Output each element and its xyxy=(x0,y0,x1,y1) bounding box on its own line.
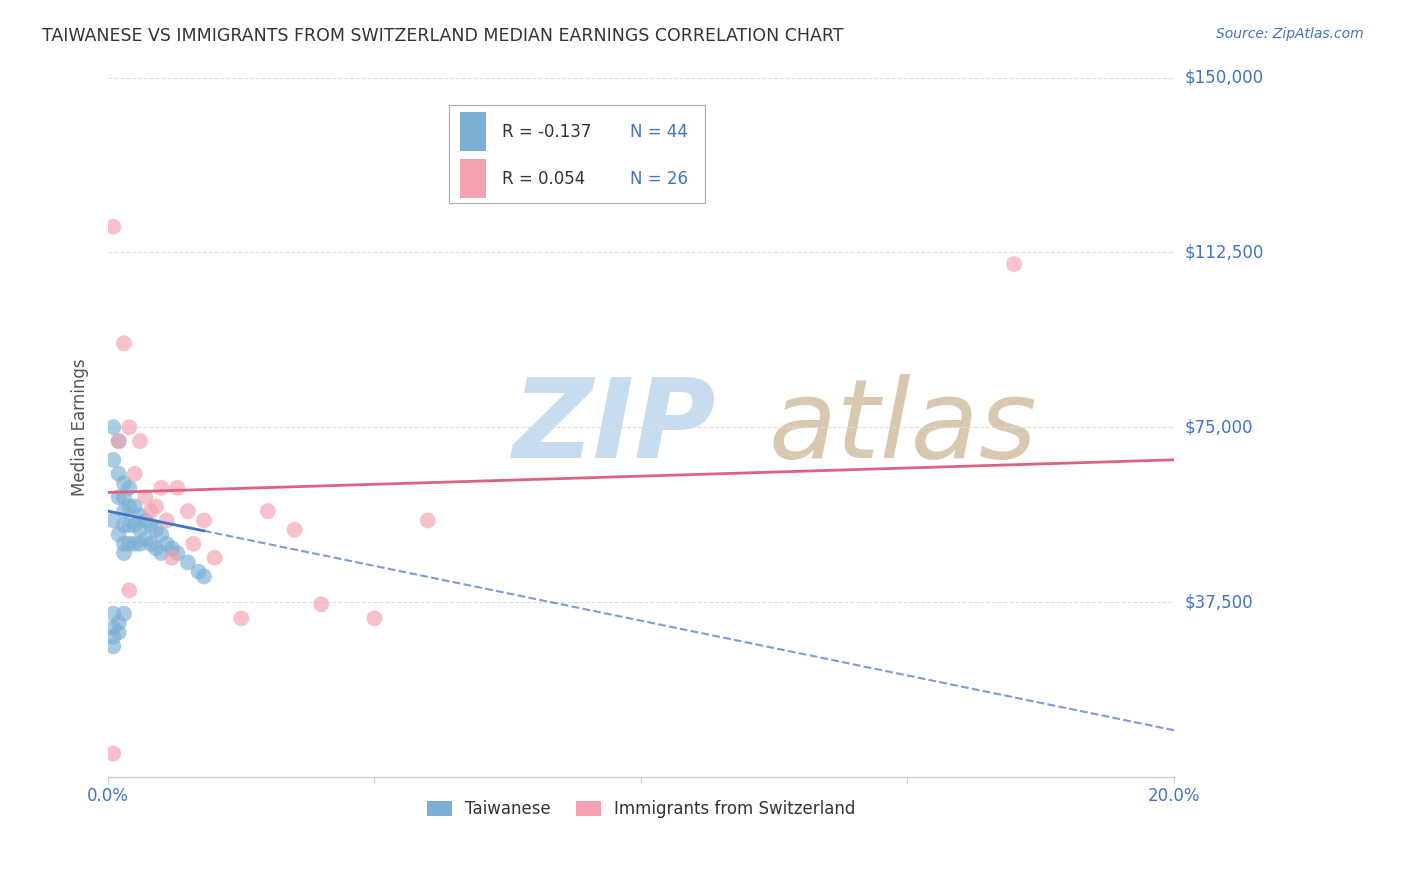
Text: N = 26: N = 26 xyxy=(630,169,689,187)
Point xyxy=(139,537,162,551)
Point xyxy=(118,500,141,514)
Point xyxy=(103,621,125,635)
Point xyxy=(118,481,141,495)
Point xyxy=(177,555,200,569)
Point xyxy=(124,467,146,481)
Point xyxy=(134,513,156,527)
Text: $150,000: $150,000 xyxy=(1185,69,1264,87)
Point xyxy=(193,569,215,583)
Text: R = -0.137: R = -0.137 xyxy=(502,123,592,141)
Point xyxy=(118,420,141,434)
Point xyxy=(124,537,146,551)
Point xyxy=(124,500,146,514)
Point xyxy=(107,467,129,481)
Y-axis label: Median Earnings: Median Earnings xyxy=(72,359,89,496)
Point xyxy=(124,518,146,533)
Point xyxy=(107,490,129,504)
Point xyxy=(166,546,188,560)
Point xyxy=(309,598,332,612)
Point xyxy=(107,527,129,541)
Point xyxy=(107,615,129,630)
Point xyxy=(156,513,179,527)
Text: R = 0.054: R = 0.054 xyxy=(502,169,586,187)
FancyBboxPatch shape xyxy=(460,160,486,198)
Point xyxy=(103,453,125,467)
Point xyxy=(134,490,156,504)
Point xyxy=(1002,257,1025,271)
Point xyxy=(103,747,125,761)
Point xyxy=(118,583,141,598)
Point xyxy=(283,523,305,537)
Point xyxy=(118,537,141,551)
Point xyxy=(139,518,162,533)
Text: $75,000: $75,000 xyxy=(1185,418,1254,436)
Text: $112,500: $112,500 xyxy=(1185,244,1264,261)
Text: atlas: atlas xyxy=(769,374,1038,481)
Point xyxy=(139,504,162,518)
Point xyxy=(103,607,125,621)
Point xyxy=(150,481,173,495)
Legend: Taiwanese, Immigrants from Switzerland: Taiwanese, Immigrants from Switzerland xyxy=(420,793,862,824)
Point xyxy=(107,434,129,449)
Point xyxy=(181,537,204,551)
FancyBboxPatch shape xyxy=(449,105,704,203)
Text: N = 44: N = 44 xyxy=(630,123,688,141)
Point xyxy=(156,537,179,551)
FancyBboxPatch shape xyxy=(460,112,486,151)
Point xyxy=(112,546,135,560)
Point xyxy=(112,537,135,551)
Point xyxy=(112,607,135,621)
Point xyxy=(112,336,135,351)
Point xyxy=(129,434,152,449)
Point xyxy=(112,476,135,491)
Point xyxy=(150,527,173,541)
Point xyxy=(257,504,280,518)
Text: $37,500: $37,500 xyxy=(1185,593,1254,611)
Point xyxy=(107,625,129,640)
Point xyxy=(416,513,439,527)
Text: TAIWANESE VS IMMIGRANTS FROM SWITZERLAND MEDIAN EARNINGS CORRELATION CHART: TAIWANESE VS IMMIGRANTS FROM SWITZERLAND… xyxy=(42,27,844,45)
Point xyxy=(160,541,183,556)
Point xyxy=(150,546,173,560)
Point xyxy=(112,490,135,504)
Point xyxy=(107,434,129,449)
Text: ZIP: ZIP xyxy=(513,374,717,481)
Point xyxy=(134,532,156,546)
Point xyxy=(103,640,125,654)
Point xyxy=(145,541,167,556)
Point xyxy=(103,420,125,434)
Point xyxy=(145,500,167,514)
Point xyxy=(193,513,215,527)
Point xyxy=(103,513,125,527)
Point xyxy=(129,508,152,523)
Point xyxy=(129,537,152,551)
Point xyxy=(112,504,135,518)
Point xyxy=(187,565,209,579)
Point xyxy=(177,504,200,518)
Point xyxy=(160,550,183,565)
Point xyxy=(145,523,167,537)
Point xyxy=(204,550,226,565)
Point xyxy=(363,611,385,625)
Point xyxy=(166,481,188,495)
Point xyxy=(103,219,125,234)
Point xyxy=(118,518,141,533)
Point xyxy=(112,518,135,533)
Point xyxy=(129,523,152,537)
Text: Source: ZipAtlas.com: Source: ZipAtlas.com xyxy=(1216,27,1364,41)
Point xyxy=(103,630,125,644)
Point xyxy=(231,611,253,625)
